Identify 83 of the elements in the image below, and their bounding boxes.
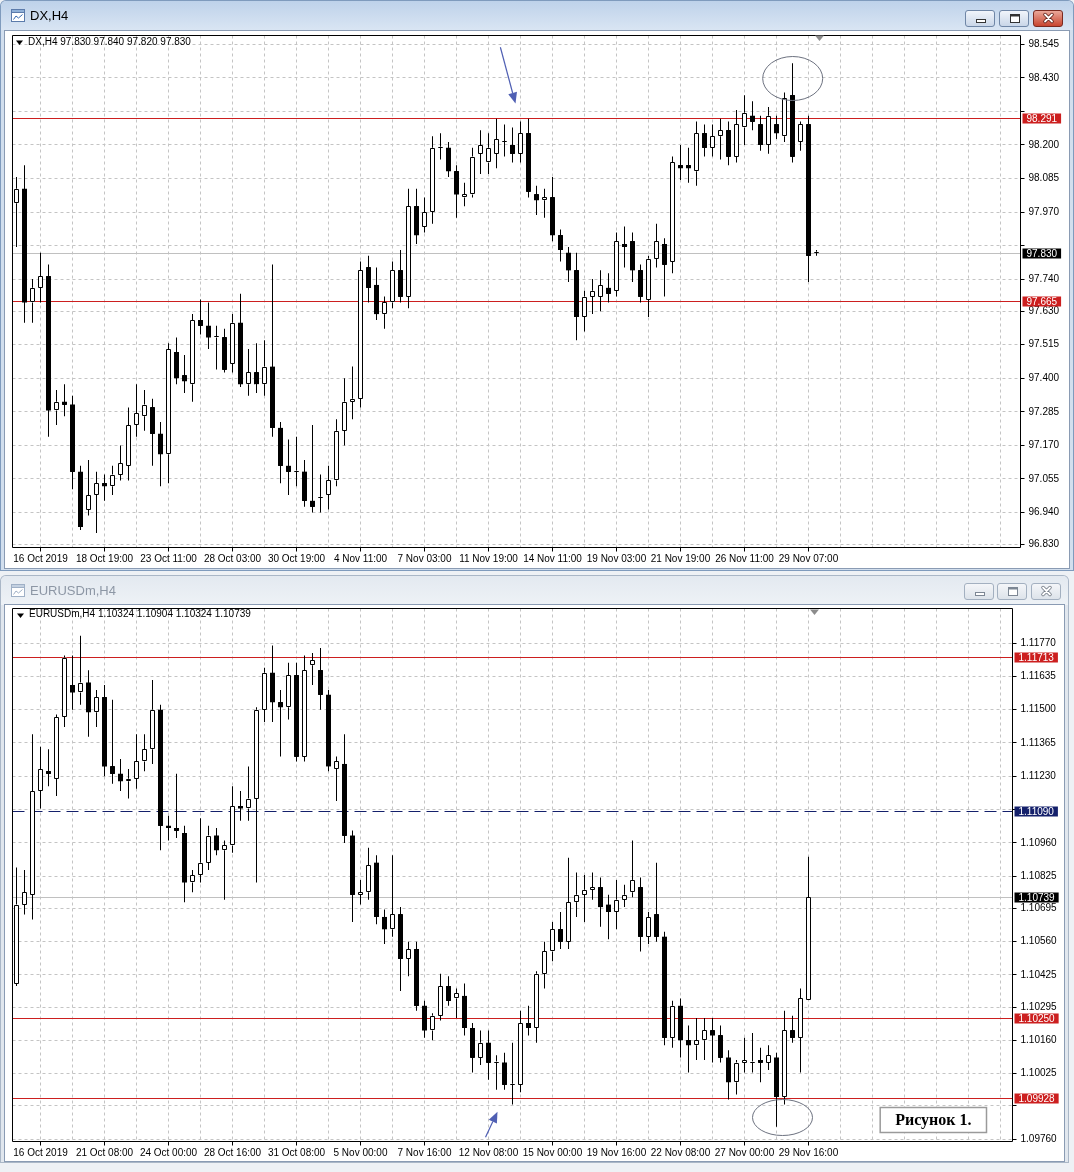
candlestick [62, 384, 67, 417]
candlestick [310, 424, 315, 513]
x-tick-label: 15 Nov 00:00 [522, 1147, 583, 1159]
y-tick-label: 1.11500 [1020, 703, 1057, 715]
x-tick-label: 29 Nov 16:00 [778, 1147, 839, 1159]
x-tick-label: 31 Oct 08:00 [267, 1147, 326, 1159]
candlestick [686, 147, 691, 183]
ref-line-label: 1.10739 [1018, 891, 1056, 903]
y-tick-label: 97.740 [1028, 272, 1060, 284]
y-tick-label: 1.10025 [1020, 1067, 1058, 1079]
x-tick-label: 16 Oct 2019 [13, 553, 69, 565]
y-tick-label: 1.10425 [1020, 968, 1058, 980]
ref-line-label: 98.291 [1026, 112, 1058, 124]
x-tick-label: 22 Nov 08:00 [650, 1147, 711, 1159]
x-tick-label: 28 Oct 03:00 [203, 553, 262, 565]
x-tick-label: 5 Nov 00:00 [333, 1147, 388, 1159]
ref-line-label: 1.11090 [1018, 805, 1055, 817]
y-tick-label: 97.170 [1028, 439, 1060, 451]
y-tick-label: 1.11770 [1020, 636, 1057, 648]
y-tick-label: 1.10160 [1020, 1034, 1058, 1046]
ref-line-label: 1.10250 [1018, 1012, 1056, 1024]
annotation: Рисунок 1. [895, 1111, 972, 1130]
candlestick [126, 768, 131, 799]
y-tick-label: 97.055 [1028, 472, 1060, 484]
y-tick-label: 96.940 [1028, 506, 1060, 518]
x-tick-label: 16 Oct 2019 [13, 1147, 69, 1159]
candlestick [46, 749, 51, 787]
x-tick-label: 24 Oct 00:00 [139, 1147, 198, 1159]
x-tick-label: 12 Nov 08:00 [458, 1147, 519, 1159]
y-tick-label: 1.11635 [1020, 670, 1057, 682]
y-tick-label: 96.830 [1028, 538, 1060, 550]
x-tick-label: 29 Nov 07:00 [778, 553, 839, 565]
x-tick-label: 7 Nov 03:00 [397, 553, 452, 565]
chart-subtitle: EURUSDm,H4 1.10324 1.10904 1.10324 1.10739 [29, 608, 251, 620]
y-tick-label: 1.09760 [1020, 1132, 1058, 1144]
x-tick-label: 7 Nov 16:00 [397, 1147, 452, 1159]
candlestick [278, 689, 283, 757]
candlestick [222, 840, 227, 900]
x-tick-label: 14 Nov 11:00 [523, 553, 583, 565]
chart-title: DX,H4 [30, 8, 69, 23]
x-tick-label: 26 Nov 11:00 [715, 553, 775, 565]
ref-line-label: 1.09928 [1018, 1092, 1056, 1104]
y-tick-label: 1.10295 [1020, 1000, 1058, 1012]
y-tick-label: 98.430 [1028, 71, 1060, 83]
chart-subtitle: DX,H4 97.830 97.840 97.820 97.830 [28, 36, 191, 48]
x-tick-label: 28 Oct 16:00 [203, 1147, 262, 1159]
x-tick-label: 21 Nov 19:00 [650, 553, 711, 565]
candlestick [110, 699, 115, 784]
candlestick [350, 366, 355, 420]
ref-line-label: 1.11713 [1018, 651, 1055, 663]
y-tick-label: 97.970 [1028, 205, 1060, 217]
y-tick-label: 1.10695 [1020, 902, 1058, 914]
x-tick-label: 19 Nov 16:00 [586, 1147, 647, 1159]
y-tick-label: 97.630 [1028, 304, 1060, 316]
ref-line-label: 97.830 [1026, 247, 1058, 259]
x-tick-label: 19 Nov 03:00 [586, 553, 647, 565]
y-tick-label: 97.400 [1028, 372, 1060, 384]
x-tick-label: 23 Oct 11:00 [140, 553, 198, 565]
y-tick-label: 98.085 [1028, 172, 1060, 184]
x-tick-label: 21 Oct 08:00 [75, 1147, 134, 1159]
candlestick [238, 791, 243, 821]
ref-line-label: 97.665 [1026, 295, 1058, 307]
candlestick [174, 773, 179, 838]
candlestick [502, 124, 507, 157]
candlestick [622, 226, 627, 268]
x-tick-label: 18 Oct 19:00 [75, 553, 134, 565]
x-tick-label: 30 Oct 19:00 [267, 553, 326, 565]
x-tick-label: 11 Nov 19:00 [459, 553, 519, 565]
y-tick-label: 1.10825 [1020, 869, 1058, 881]
x-tick-label: 27 Nov 00:00 [714, 1147, 775, 1159]
x-tick-label: 4 Nov 11:00 [333, 553, 388, 565]
candlestick [678, 144, 683, 180]
y-tick-label: 1.11230 [1020, 770, 1057, 782]
candlestick [710, 1018, 715, 1063]
candlestick [542, 188, 547, 218]
y-tick-label: 1.11365 [1020, 736, 1057, 748]
y-tick-label: 98.200 [1028, 138, 1060, 150]
y-tick-label: 1.10560 [1020, 935, 1058, 947]
y-tick-label: 97.285 [1028, 405, 1060, 417]
y-tick-label: 97.515 [1028, 338, 1060, 350]
y-tick-label: 98.545 [1028, 38, 1060, 49]
y-tick-label: 1.10960 [1020, 836, 1058, 848]
chart-title: EURUSDm,H4 [30, 583, 116, 598]
